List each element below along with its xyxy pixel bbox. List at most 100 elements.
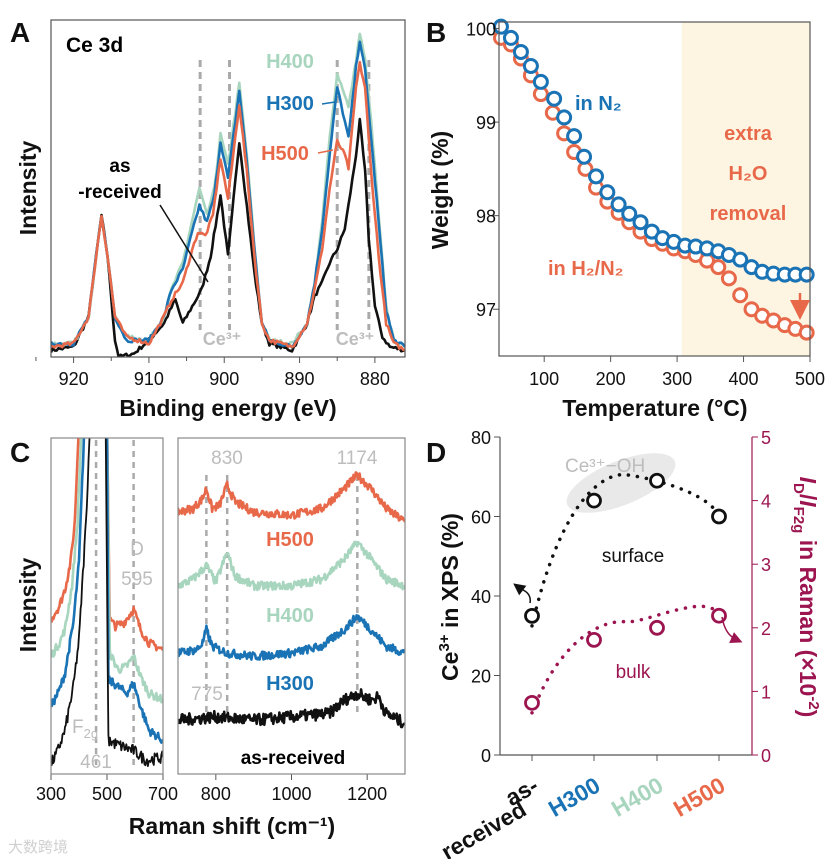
data-point-n2	[546, 90, 563, 107]
shade-label-3: removal	[710, 203, 787, 225]
y-tick-label-right: 5	[761, 428, 771, 448]
data-point-surface	[649, 472, 665, 489]
data-point-n2	[732, 251, 749, 268]
data-point-h2-n2	[798, 324, 815, 341]
panel-a: A 920 910 900 890 880 Ce 3d H400 H300 H500 a…	[10, 17, 406, 421]
category-label-H300: H300	[544, 772, 605, 822]
raman-curve-H300	[178, 614, 405, 661]
data-point-h2-n2	[732, 287, 749, 304]
y-axis-label-d-right: ID/IF2g in Raman (×10-2)	[790, 477, 822, 718]
x-tick-label: 500	[92, 784, 122, 804]
panel-label-d: D	[426, 437, 446, 468]
panel-a-frame	[50, 19, 406, 358]
data-point-h2-n2	[720, 270, 737, 287]
data-point-n2	[632, 214, 649, 231]
panel-b-frame	[498, 21, 811, 357]
d-band-value: 595	[121, 569, 153, 590]
category-label-H500: H500	[669, 772, 730, 822]
panel-c-marks: 300 500 700 800 1000 1200	[36, 438, 405, 804]
data-point-n2	[492, 18, 509, 35]
data-point-surface	[586, 492, 602, 509]
x-tick-label: 100	[529, 369, 559, 389]
data-point-h2-n2	[710, 259, 727, 276]
x-tick-label: 800	[201, 784, 231, 804]
xps-curves	[51, 32, 405, 357]
data-point-bulk	[524, 694, 540, 711]
bulk-label: bulk	[616, 662, 651, 683]
y-axis-label-c: Intensity	[15, 558, 41, 653]
leader-h500	[317, 149, 334, 154]
label-as-received-line1: as	[109, 156, 130, 177]
data-point-n2	[522, 57, 539, 74]
ce3-label-1: Ce³⁺	[203, 329, 242, 349]
data-point-n2	[621, 205, 638, 222]
y-tick-label-right: 2	[761, 619, 771, 639]
data-point-n2	[798, 266, 815, 283]
panel-c-right-frame	[177, 437, 406, 775]
panel-c: C 300 500 700 800 1000 1200 D 595 F2g 461 830…	[10, 437, 406, 839]
y-tick-label: 97	[476, 300, 496, 320]
y-tick-label-left: 60	[471, 508, 491, 528]
y-tick-label: 99	[476, 113, 496, 133]
x-tick-label: 1000	[271, 784, 311, 804]
x-tick-label: 890	[285, 369, 315, 389]
y-axis-label-d-left: Ce3+ in XPS (%)	[436, 513, 463, 681]
leader-as-received	[159, 204, 209, 283]
data-point-surface	[524, 607, 540, 624]
y-tick-label-left: 80	[471, 428, 491, 448]
right-axis-arrow-icon	[721, 616, 743, 644]
watermark: 大数跨境	[8, 838, 68, 856]
trend-line-bulk	[530, 604, 721, 715]
trend-line-surface	[530, 472, 721, 628]
label-in-n2: in N₂	[575, 93, 622, 115]
raman-curve-H500	[178, 471, 405, 523]
shade-label-1: extra	[724, 123, 773, 145]
leader-h300	[321, 101, 336, 105]
x-tick-label: 920	[59, 369, 89, 389]
label-h300: H300	[266, 93, 314, 115]
peak-775-label: 775	[191, 684, 223, 705]
panel-label-b: B	[426, 17, 446, 48]
label-h500-raman: H500	[266, 529, 314, 551]
x-tick-label: 910	[134, 369, 164, 389]
panel-c-left-frame	[50, 437, 164, 775]
data-point-n2	[512, 43, 529, 60]
data-point-n2	[532, 73, 549, 90]
data-point-bulk	[586, 631, 602, 648]
x-tick-label: 900	[209, 369, 239, 389]
category-label-H400: H400	[607, 772, 668, 822]
data-point-n2	[588, 168, 605, 185]
left-axis-arrow-icon	[513, 583, 531, 604]
label-in-h2-n2: in H₂/N₂	[548, 258, 624, 280]
y-tick-label: 98	[476, 207, 496, 227]
panel-b-marks: 100 200 300 400 500 100 99 98 97	[466, 18, 825, 389]
label-h400: H400	[266, 51, 314, 73]
x-axis-label-c: Raman shift (cm⁻¹)	[129, 813, 335, 839]
panel-label-a: A	[10, 17, 30, 48]
label-h400-raman: H400	[266, 605, 314, 627]
f2g-label: F2g	[72, 717, 98, 741]
peak-830-label: 830	[211, 448, 243, 469]
surface-label: surface	[602, 546, 664, 567]
raman-curve-as-received	[51, 438, 163, 767]
y-tick-label-left: 0	[481, 746, 491, 766]
data-point-n2	[610, 196, 627, 213]
y-axis-label-b: Weight (%)	[427, 131, 453, 249]
data-point-bulk	[649, 619, 665, 636]
hydroxyl-label: Ce³⁺−OH	[565, 456, 645, 477]
data-point-surface	[711, 508, 727, 525]
raman-curve-H400	[178, 540, 405, 592]
y-tick-label-left: 20	[471, 667, 491, 687]
d-band-label: D	[130, 539, 144, 560]
panel-a-marks: 920 910 900 890 880	[35, 32, 405, 389]
label-h300-raman: H300	[266, 673, 314, 695]
data-point-n2	[556, 109, 573, 126]
label-as-received-raman: as-received	[241, 748, 346, 769]
raman-curve-as-received	[178, 688, 405, 729]
x-tick-label: 400	[729, 369, 759, 389]
raman-curve-H300	[51, 438, 163, 744]
x-tick-label: 500	[795, 369, 825, 389]
x-axis-label-a: Binding energy (eV)	[119, 395, 336, 421]
